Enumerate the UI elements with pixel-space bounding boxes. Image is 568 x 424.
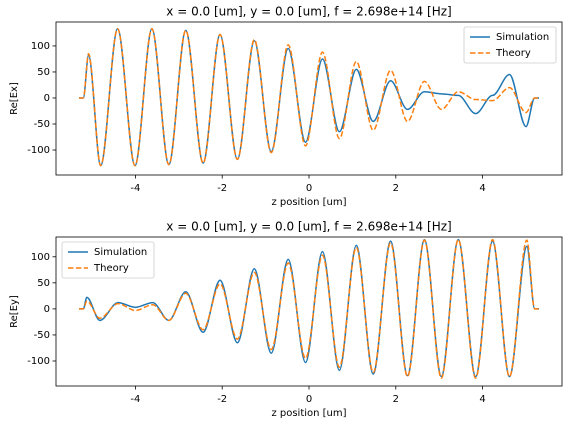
x-tick-label: -2 <box>217 183 227 194</box>
x-axis-label: z position [um] <box>271 197 346 208</box>
legend-box <box>463 26 557 64</box>
axes-title: x = 0.0 [um], y = 0.0 [um], f = 2.698e+1… <box>166 5 451 19</box>
y-tick-label: 100 <box>31 41 50 52</box>
x-tick-label: 4 <box>479 394 485 405</box>
axes: x = 0.0 [um], y = 0.0 [um], f = 2.698e+1… <box>9 220 563 419</box>
y-tick-label: -50 <box>34 330 50 341</box>
x-tick-label: -2 <box>217 394 227 405</box>
x-tick-label: 2 <box>393 394 399 405</box>
y-tick-label: 100 <box>31 252 50 263</box>
y-tick-label: -50 <box>34 119 50 130</box>
y-tick-label: 50 <box>37 67 50 78</box>
legend-label: Simulation <box>496 32 549 43</box>
x-tick-label: -4 <box>130 183 140 194</box>
series-line <box>79 238 539 379</box>
legend-label: Theory <box>495 48 531 59</box>
x-tick-label: 4 <box>479 183 485 194</box>
y-tick-label: 50 <box>37 278 50 289</box>
legend-label: Theory <box>93 263 129 274</box>
legend-box <box>61 241 155 279</box>
y-axis-label: Re[Ex] <box>9 82 20 115</box>
y-axis-label: Re[Ey] <box>9 295 20 328</box>
y-tick-label: 0 <box>44 93 50 104</box>
series-line <box>79 28 539 167</box>
y-tick-label: -100 <box>27 356 50 367</box>
x-tick-label: 2 <box>393 183 399 194</box>
x-tick-label: 0 <box>306 394 312 405</box>
y-tick-label: 0 <box>44 304 50 315</box>
x-tick-label: 0 <box>306 183 312 194</box>
x-axis-label: z position [um] <box>271 408 346 419</box>
y-tick-label: -100 <box>27 145 50 156</box>
axes-title: x = 0.0 [um], y = 0.0 [um], f = 2.698e+1… <box>166 220 451 234</box>
legend-label: Simulation <box>94 247 147 258</box>
axes-frame <box>55 236 563 387</box>
x-tick-label: -4 <box>130 394 140 405</box>
axes-frame <box>55 21 563 176</box>
axes: x = 0.0 [um], y = 0.0 [um], f = 2.698e+1… <box>9 5 563 208</box>
